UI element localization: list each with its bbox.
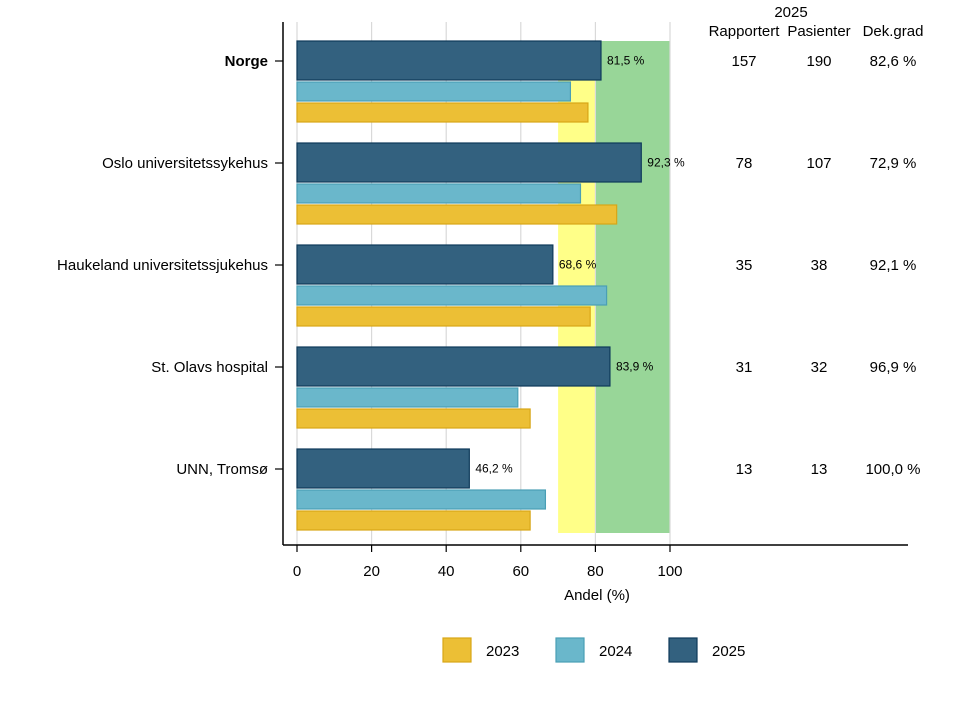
table-cell-haukeland-universitetssjukehus-rapportert: 35 xyxy=(736,257,753,274)
bar-2025-oslo-universitetssykehus xyxy=(296,142,642,183)
bar-2025-unn-troms xyxy=(296,448,470,489)
data-label-unn-troms: 46,2 % xyxy=(475,462,513,476)
category-label-norge: Norge xyxy=(225,53,268,70)
bar-2024-st-olavs-hospital xyxy=(296,387,519,408)
table-cell-st-olavs-hospital-dek-grad: 96,9 % xyxy=(870,359,917,376)
legend-swatch-2023 xyxy=(442,637,472,663)
legend-label-2023: 2023 xyxy=(486,643,519,660)
table-cell-norge-pasienter: 190 xyxy=(806,53,831,70)
x-axis-label: Andel (%) xyxy=(564,587,630,604)
category-label-st-olavs-hospital: St. Olavs hospital xyxy=(151,359,268,376)
x-tick-label-20: 20 xyxy=(363,563,380,580)
category-label-unn-troms: UNN, Tromsø xyxy=(176,461,268,478)
x-tick-label-80: 80 xyxy=(587,563,604,580)
data-label-norge: 81,5 % xyxy=(607,54,645,68)
target-band-2 xyxy=(595,41,670,533)
bar-2024-oslo-universitetssykehus xyxy=(296,183,582,204)
x-tick-label-60: 60 xyxy=(512,563,529,580)
table-cell-oslo-universitetssykehus-rapportert: 78 xyxy=(736,155,753,172)
bar-2024-unn-troms xyxy=(296,489,547,510)
legend-label-2025: 2025 xyxy=(712,643,745,660)
x-tick-label-100: 100 xyxy=(657,563,682,580)
table-group-header: 2025 xyxy=(774,4,807,21)
legend: 2023 2024 2025 xyxy=(442,637,745,663)
table-cell-haukeland-universitetssjukehus-dek-grad: 92,1 % xyxy=(870,257,917,274)
x-tick-label-0: 0 xyxy=(293,563,301,580)
data-table: 2025 Rapportert Pasienter Dek.grad 157 190 82,… xyxy=(709,4,924,478)
data-label-st-olavs-hospital: 83,9 % xyxy=(616,360,654,374)
category-label-haukeland-universitetssjukehus: Haukeland universitetssjukehus xyxy=(57,257,268,274)
bar-2024-norge xyxy=(296,81,572,102)
table-cell-haukeland-universitetssjukehus-pasienter: 38 xyxy=(811,257,828,274)
table-cell-st-olavs-hospital-pasienter: 32 xyxy=(811,359,828,376)
table-cell-norge-rapportert: 157 xyxy=(731,53,756,70)
x-tick-label-40: 40 xyxy=(438,563,455,580)
bars: 81,5 % 92,3 % 68,6 % 83,9 % 46,2 % xyxy=(296,40,685,531)
table-header-pasienter: Pasienter xyxy=(787,23,850,40)
bar-2023-haukeland-universitetssjukehus xyxy=(296,306,591,327)
table-header-dek-grad: Dek.grad xyxy=(863,23,924,40)
category-labels: Norge Oslo universitetssykehus Haukeland u… xyxy=(57,53,268,478)
legend-swatch-2024 xyxy=(555,637,585,663)
table-cell-unn-troms-rapportert: 13 xyxy=(736,461,753,478)
bar-2023-st-olavs-hospital xyxy=(296,408,531,429)
table-header-rapportert: Rapportert xyxy=(709,23,781,40)
data-label-haukeland-universitetssjukehus: 68,6 % xyxy=(559,258,597,272)
legend-swatch-2025 xyxy=(668,637,698,663)
bar-2023-unn-troms xyxy=(296,510,531,531)
bar-2023-norge xyxy=(296,102,589,123)
table-cell-norge-dek-grad: 82,6 % xyxy=(870,53,917,70)
bar-2025-st-olavs-hospital xyxy=(296,346,611,387)
table-cell-oslo-universitetssykehus-pasienter: 107 xyxy=(806,155,831,172)
bar-2023-oslo-universitetssykehus xyxy=(296,204,618,225)
category-label-oslo-universitetssykehus: Oslo universitetssykehus xyxy=(102,155,268,172)
axes xyxy=(275,22,908,552)
bar-2025-haukeland-universitetssjukehus xyxy=(296,244,554,285)
table-cell-unn-troms-dek-grad: 100,0 % xyxy=(865,461,920,478)
bar-2024-haukeland-universitetssjukehus xyxy=(296,285,608,306)
table-cell-oslo-universitetssykehus-dek-grad: 72,9 % xyxy=(870,155,917,172)
target-bands xyxy=(558,41,670,533)
x-tick-labels: 0 20 40 60 80 100 xyxy=(293,563,683,580)
table-cell-unn-troms-pasienter: 13 xyxy=(811,461,828,478)
legend-label-2024: 2024 xyxy=(599,643,632,660)
bar-2025-norge xyxy=(296,40,602,81)
data-label-oslo-universitetssykehus: 92,3 % xyxy=(647,156,685,170)
table-cell-st-olavs-hospital-rapportert: 31 xyxy=(736,359,753,376)
